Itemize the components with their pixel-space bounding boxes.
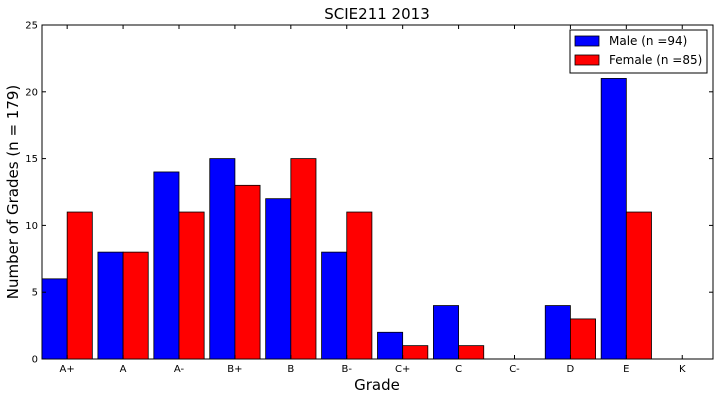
legend-label-female: Female (n =85)	[609, 53, 702, 67]
x-tick-label-bminus: B-	[342, 364, 353, 375]
bar-female-e	[625, 211, 652, 360]
bars-layer	[41, 78, 652, 360]
bar-male-bplus	[209, 158, 236, 360]
bar-male-bminus	[321, 251, 348, 360]
y-tick-label-0: 0	[32, 355, 38, 366]
x-tick-label-d: D	[567, 364, 575, 375]
legend-label-male: Male (n =94)	[609, 34, 687, 48]
bar-female-cplus	[402, 345, 429, 360]
y-tick-label-15: 15	[25, 154, 38, 165]
bar-male-b	[265, 198, 292, 360]
y-tick-label-20: 20	[25, 87, 38, 98]
x-tick-label-c: C	[455, 364, 462, 375]
x-tick-label-aplus: A+	[60, 364, 75, 375]
bar-female-bplus	[234, 184, 261, 360]
bar-female-aminus	[178, 211, 205, 360]
chart-title: SCIE211 2013	[324, 5, 429, 23]
bar-female-c	[458, 345, 485, 360]
bar-male-aminus	[153, 171, 180, 360]
x-tick-label-b: B	[287, 364, 294, 375]
bar-female-bminus	[346, 211, 373, 360]
x-ticks: A+ A A- B+ B B- C+ C C- D E K	[60, 25, 686, 375]
x-tick-label-k: K	[679, 364, 686, 375]
bar-male-c	[433, 305, 459, 360]
bar-male-cplus	[377, 331, 404, 360]
y-tick-label-5: 5	[32, 288, 38, 299]
bar-male-d	[544, 305, 571, 360]
x-tick-label-cminus: C-	[509, 364, 520, 375]
x-tick-label-aminus: A-	[174, 364, 185, 375]
legend-swatch-male	[574, 35, 600, 47]
y-ticks: 0 5 10 15 20 25	[25, 21, 713, 366]
y-axis-title: Number of Grades (n = 179)	[4, 85, 22, 300]
legend: Male (n =94) Female (n =85)	[569, 29, 708, 74]
bar-male-aplus	[41, 278, 68, 360]
x-tick-label-bplus: B+	[227, 364, 242, 375]
x-tick-label-a: A	[120, 364, 127, 375]
legend-swatch-female	[574, 54, 600, 66]
bar-female-aplus	[66, 211, 93, 360]
bar-male-a	[97, 251, 124, 360]
bar-female-a	[122, 251, 149, 360]
x-tick-label-cplus: C+	[395, 364, 410, 375]
y-tick-label-25: 25	[25, 21, 38, 32]
x-tick-label-e: E	[623, 364, 629, 375]
y-tick-label-10: 10	[25, 221, 38, 232]
bar-male-e	[600, 78, 627, 360]
bar-female-b	[290, 158, 317, 360]
bar-female-d	[570, 318, 596, 360]
x-axis-title: Grade	[354, 376, 400, 394]
